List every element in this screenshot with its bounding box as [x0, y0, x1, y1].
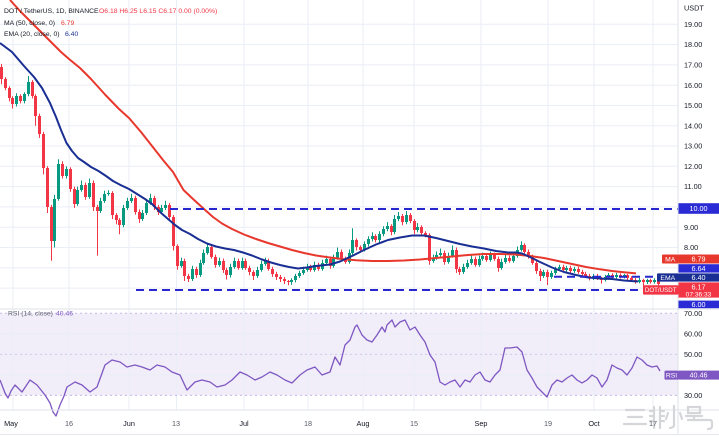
- svg-text:18: 18: [304, 419, 312, 428]
- svg-text:May: May: [4, 419, 18, 428]
- svg-text:15: 15: [410, 419, 418, 428]
- svg-text:17: 17: [649, 419, 657, 428]
- svg-text:8.00: 8.00: [684, 243, 698, 252]
- svg-text:6.40: 6.40: [65, 31, 78, 38]
- svg-text:Jul: Jul: [239, 419, 249, 428]
- svg-text:11.00: 11.00: [684, 182, 702, 191]
- svg-text:40.46: 40.46: [690, 371, 708, 380]
- svg-text:40.46: 40.46: [56, 311, 73, 318]
- svg-text:DOT / TetherUS, 1D, BINANCE: DOT / TetherUS, 1D, BINANCE: [4, 8, 99, 15]
- svg-text:50.00: 50.00: [684, 350, 702, 359]
- svg-text:9.00: 9.00: [684, 223, 698, 232]
- svg-text:07:36:33: 07:36:33: [686, 292, 712, 299]
- svg-text:6.79: 6.79: [61, 20, 74, 27]
- svg-text:16: 16: [65, 419, 73, 428]
- svg-text:USDT: USDT: [684, 4, 704, 13]
- svg-text:6.64: 6.64: [692, 264, 706, 273]
- svg-text:19: 19: [544, 419, 552, 428]
- svg-text:14.00: 14.00: [684, 121, 702, 130]
- svg-text:Aug: Aug: [357, 419, 370, 428]
- svg-text:O6.18 H6.25 L6.15 C6.17 0.: O6.18 H6.25 L6.15 C6.17 0.00 (0.00%): [99, 8, 217, 15]
- svg-text:30.00: 30.00: [684, 391, 702, 400]
- svg-text:10.00: 10.00: [690, 204, 708, 213]
- svg-text:RSI (14, close): RSI (14, close): [8, 311, 53, 318]
- svg-text:RSI: RSI: [666, 373, 677, 380]
- svg-text:70.00: 70.00: [684, 309, 702, 318]
- svg-text:6.00: 6.00: [692, 300, 706, 309]
- svg-text:MA: MA: [665, 256, 676, 263]
- svg-text:17.00: 17.00: [684, 61, 702, 70]
- svg-text:EMA: EMA: [660, 275, 675, 282]
- svg-text:13.00: 13.00: [684, 142, 702, 151]
- svg-text:6.79: 6.79: [692, 255, 706, 264]
- svg-text:16.00: 16.00: [684, 81, 702, 90]
- svg-text:6.17: 6.17: [692, 282, 706, 291]
- svg-text:15.00: 15.00: [684, 101, 702, 110]
- svg-text:13: 13: [172, 419, 180, 428]
- svg-text:19.00: 19.00: [684, 20, 702, 29]
- svg-text:Sep: Sep: [475, 419, 488, 428]
- svg-text:MA (50, close, 0): MA (50, close, 0): [4, 20, 55, 27]
- svg-text:12.00: 12.00: [684, 162, 702, 171]
- svg-text:DOT/USDT: DOT/USDT: [645, 287, 677, 294]
- svg-text:6.40: 6.40: [692, 273, 706, 282]
- svg-text:EMA (20, close, 0): EMA (20, close, 0): [4, 31, 60, 38]
- svg-text:18.00: 18.00: [684, 40, 702, 49]
- svg-text:60.00: 60.00: [684, 329, 702, 338]
- svg-text:Oct: Oct: [588, 419, 599, 428]
- svg-text:Jun: Jun: [123, 419, 135, 428]
